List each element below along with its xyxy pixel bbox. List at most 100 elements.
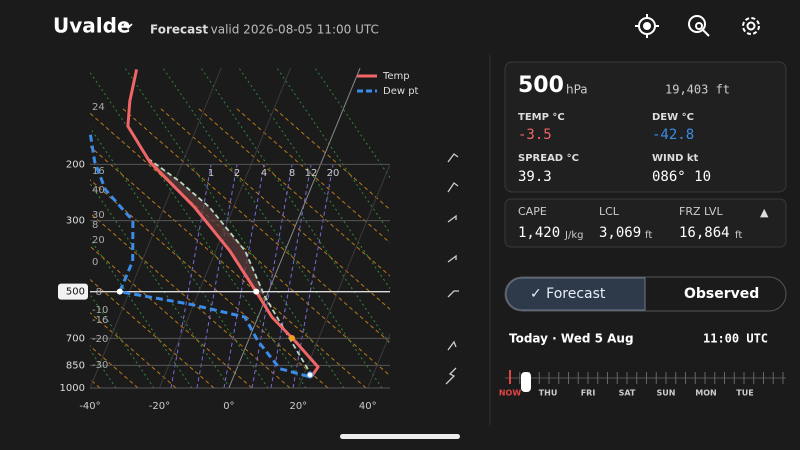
- y-tick-label: 200: [66, 159, 85, 170]
- mixing-ratio-label: 4: [261, 168, 267, 179]
- y-tick-label: 850: [66, 360, 85, 371]
- profile-line: [88, 131, 309, 378]
- dew-label: DEW °C: [652, 112, 694, 123]
- mixing-ratio-label: 1: [208, 168, 214, 179]
- cape-value: 1,420: [518, 225, 560, 241]
- indices-card[interactable]: [504, 198, 787, 248]
- timeline-day: SUN: [657, 389, 676, 398]
- legend-label: Dew pt: [383, 86, 419, 97]
- timeline-day: NOW: [499, 389, 521, 398]
- x-tick-label: -20°: [149, 401, 170, 412]
- collapse-toggle[interactable]: ▲: [760, 206, 769, 219]
- legend-label: Temp: [382, 71, 410, 82]
- dry-adiabat: [90, 238, 193, 388]
- forecast-tab[interactable]: ✓ Forecast: [530, 286, 606, 302]
- side-label: 30: [92, 210, 105, 221]
- mixing-ratio-line: [292, 164, 334, 388]
- side-label: -16: [92, 315, 108, 326]
- dew-value: -42.8: [652, 127, 694, 143]
- observed-tab[interactable]: Observed: [684, 286, 759, 302]
- wind-value: 086° 10: [652, 169, 711, 185]
- y-tick-label: 1000: [60, 383, 85, 394]
- temp-value: -3.5: [518, 127, 552, 143]
- x-tick-label: 40°: [359, 401, 377, 412]
- side-label: -20: [92, 334, 108, 345]
- mixing-ratio-label: 2: [234, 168, 240, 179]
- timeline-date: Today · Wed 5 Aug: [509, 332, 634, 346]
- side-label: -8: [92, 287, 102, 298]
- timeline-day: TUE: [736, 389, 753, 398]
- cape-area: [149, 159, 265, 297]
- spread-value: 39.3: [518, 169, 552, 185]
- isotherm: [297, 163, 390, 388]
- temp-label: TEMP °C: [518, 112, 565, 123]
- level-height: 19,403 ft: [665, 83, 730, 97]
- dry-adiabat: [276, 68, 390, 234]
- mixing-ratio-line: [223, 164, 265, 388]
- frz-unit: ft: [735, 230, 742, 241]
- dry-adiabat: [200, 68, 390, 346]
- timeline-day: SAT: [619, 389, 636, 398]
- timeline: NOW THU FRI SAT SUN MON TUE: [499, 370, 786, 398]
- moist-adiabat: [159, 107, 390, 310]
- side-label: -30: [92, 360, 108, 371]
- level-value: 500: [518, 73, 564, 98]
- dry-adiabat: [90, 71, 307, 388]
- mixing-ratio-line: [170, 164, 212, 388]
- side-label: 24: [92, 102, 105, 113]
- wind-label: WIND kt: [652, 153, 699, 164]
- isotherm: [90, 68, 222, 388]
- selected-level-box: [58, 283, 88, 300]
- dry-adiabat: [124, 68, 345, 388]
- lcl-label: LCL: [599, 205, 620, 218]
- mode-label: Forecast: [150, 23, 208, 37]
- mixing-ratio-line: [251, 164, 293, 388]
- y-tick-label: 700: [66, 333, 85, 344]
- search-icon[interactable]: [688, 15, 710, 37]
- dry-adiabat: [90, 182, 231, 388]
- mixing-ratio-label: 20: [327, 168, 340, 179]
- timeline-day: FRI: [581, 389, 596, 398]
- isotherm: [228, 68, 361, 388]
- location-title[interactable]: Uvalde: [53, 14, 131, 38]
- selected-point: [253, 288, 260, 295]
- level-unit: hPa: [566, 83, 588, 97]
- background-lines: [90, 68, 390, 388]
- side-label: 20: [92, 235, 105, 246]
- side-label: 8: [92, 220, 98, 231]
- frz-value: 16,864: [679, 225, 730, 241]
- lcl-marker: [289, 335, 295, 341]
- timeline-day: THU: [539, 389, 558, 398]
- timeline-time: 11:00 UTC: [703, 332, 768, 346]
- x-tick-label: 20°: [289, 401, 307, 412]
- timeline-handle[interactable]: [521, 372, 531, 392]
- level-card: [504, 61, 787, 193]
- side-label: 40: [92, 185, 105, 196]
- lcl-unit: ft: [645, 230, 652, 241]
- profile-line: [126, 69, 320, 377]
- location-chevron[interactable]: [123, 23, 133, 30]
- timeline-day: MON: [695, 389, 716, 398]
- x-tick-label: -40°: [79, 401, 100, 412]
- home-indicator: [340, 434, 460, 439]
- frz-label: FRZ LVL: [679, 205, 723, 218]
- locate-icon[interactable]: [635, 14, 659, 38]
- cape-label: CAPE: [518, 205, 547, 218]
- isotherm: [367, 332, 390, 388]
- selected-point: [116, 288, 123, 295]
- surface-marker: [306, 371, 314, 379]
- dry-adiabat: [162, 68, 383, 388]
- valid-time: · valid 2026-08-05 11:00 UTC: [203, 23, 379, 37]
- mixing-ratio-line: [270, 164, 312, 388]
- wind-barbs: [445, 153, 459, 385]
- settings-icon[interactable]: [742, 17, 760, 35]
- moist-adiabat: [197, 107, 390, 277]
- mixing-ratio-label: 8: [289, 168, 295, 179]
- side-label: -10: [92, 305, 108, 316]
- forecast-tab-bg: [505, 277, 646, 311]
- spread-label: SPREAD °C: [518, 153, 579, 164]
- dry-adiabat: [90, 293, 155, 388]
- dry-adiabat: [238, 68, 390, 290]
